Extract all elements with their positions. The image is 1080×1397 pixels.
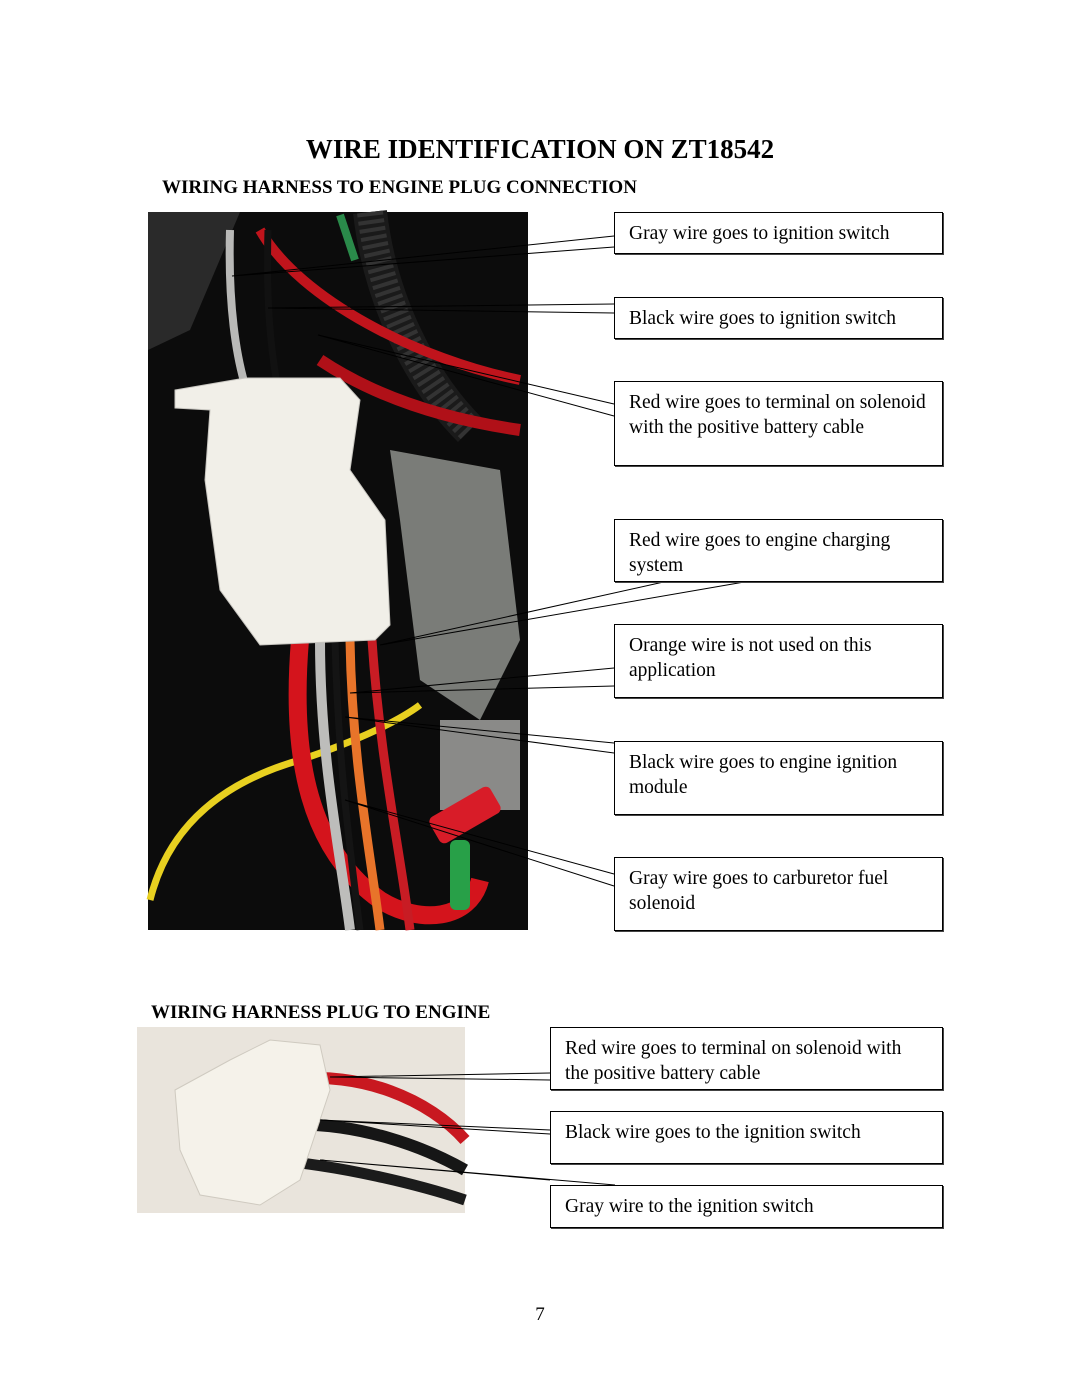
callout: Gray wire goes to ignition switch [614,212,943,254]
wiring-photo [146,209,528,931]
callout: Red wire goes to engine charging system [614,519,943,582]
plug-photo [137,1027,470,1213]
section-heading: WIRING HARNESS TO ENGINE PLUG CONNECTION [162,177,637,198]
page-title: WIRE IDENTIFICATION ON ZT18542 [305,134,775,164]
callout: Black wire goes to engine ignition modul… [614,741,943,815]
leader-lines [231,235,751,1186]
callout: Black wire goes to the ignition switch [550,1111,943,1164]
callout: Gray wire goes to carburetor fuel soleno… [614,857,943,931]
callout: Black wire goes to ignition switch [614,297,943,339]
callout: Gray wire to the ignition switch [550,1185,943,1228]
callout: Red wire goes to terminal on solenoid wi… [550,1027,943,1090]
page-number: 7 [535,1304,545,1325]
callout: Red wire goes to terminal on solenoid wi… [614,381,943,466]
section-heading: WIRING HARNESS PLUG TO ENGINE [151,1002,491,1023]
callout: Orange wire is not used on this applicat… [614,624,943,698]
